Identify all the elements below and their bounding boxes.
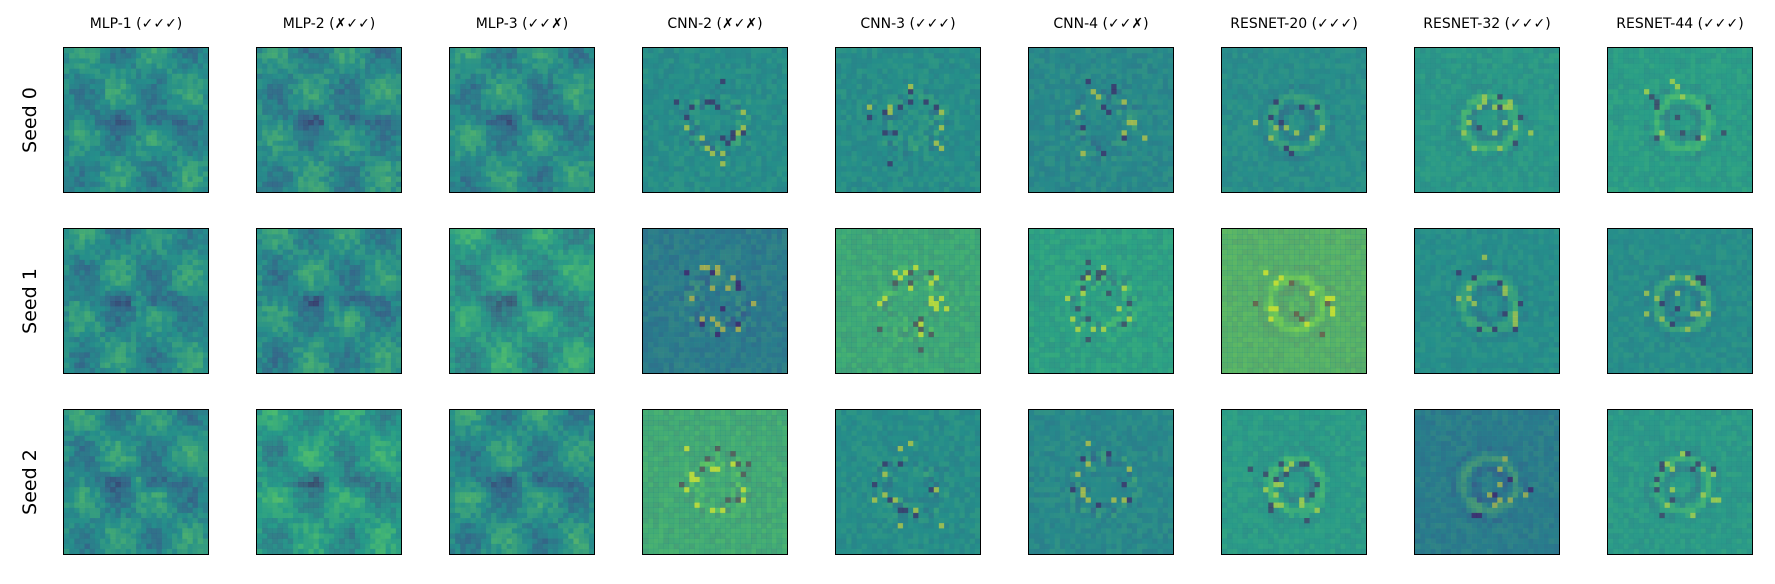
column-title: RESNET-44 (✓✓✓) [1580,16,1775,32]
saliency-map-image [1607,228,1753,374]
heatmap-pixels [450,229,594,373]
saliency-map-image [1028,409,1174,555]
heatmap-pixels [1029,48,1173,192]
heatmap-pixels [64,48,208,192]
saliency-map-image [256,47,402,193]
heatmap-pixels [1415,410,1559,554]
saliency-map-image [835,228,981,374]
heatmap-pixels [1222,410,1366,554]
heatmap-pixels [643,410,787,554]
saliency-map-image [1607,47,1753,193]
heatmap-pixels [836,48,980,192]
heatmap-pixels [1415,229,1559,373]
column-title: CNN-4 (✓✓✗) [1001,16,1201,32]
heatmap-pixels [1608,48,1752,192]
column-title: CNN-2 (✗✓✗) [615,16,815,32]
column-title: RESNET-32 (✓✓✓) [1387,16,1587,32]
row-label-text: Seed 1 [19,268,41,334]
column-title: CNN-3 (✓✓✓) [808,16,1008,32]
saliency-map-image [63,409,209,555]
saliency-map-image [642,47,788,193]
heatmap-pixels [1608,410,1752,554]
heatmap-pixels [643,229,787,373]
heatmap-pixels [1029,410,1173,554]
saliency-map-image [449,409,595,555]
saliency-map-image [835,409,981,555]
saliency-map-image [449,47,595,193]
saliency-map-image [642,409,788,555]
saliency-map-image [1221,228,1367,374]
saliency-map-image [1414,228,1560,374]
heatmap-pixels [450,48,594,192]
saliency-map-image [1414,409,1560,555]
saliency-map-image [1414,47,1560,193]
row-label: Seed 2 [15,409,45,555]
row-label-text: Seed 2 [19,449,41,515]
row-label-text: Seed 0 [19,87,41,153]
heatmap-pixels [1222,48,1366,192]
heatmap-pixels [836,229,980,373]
heatmap-pixels [257,410,401,554]
heatmap-pixels [1029,229,1173,373]
saliency-map-image [1028,47,1174,193]
saliency-map-image [63,47,209,193]
heatmap-pixels [1608,229,1752,373]
saliency-map-image [835,47,981,193]
heatmap-pixels [1415,48,1559,192]
saliency-map-image [1607,409,1753,555]
heatmap-pixels [1222,229,1366,373]
heatmap-pixels [257,229,401,373]
row-label: Seed 0 [15,47,45,193]
saliency-map-image [63,228,209,374]
saliency-map-image [642,228,788,374]
heatmap-pixels [64,229,208,373]
row-label: Seed 1 [15,228,45,374]
heatmap-pixels [257,48,401,192]
saliency-map-image [1028,228,1174,374]
saliency-map-image [256,409,402,555]
saliency-map-image [256,228,402,374]
column-title: MLP-2 (✗✓✓) [229,16,429,32]
column-title: MLP-3 (✓✓✗) [422,16,622,32]
column-title: MLP-1 (✓✓✓) [36,16,236,32]
heatmap-pixels [643,48,787,192]
saliency-map-image [1221,47,1367,193]
heatmap-pixels [836,410,980,554]
saliency-map-image [449,228,595,374]
heatmap-pixels [64,410,208,554]
saliency-map-image [1221,409,1367,555]
heatmap-pixels [450,410,594,554]
column-title: RESNET-20 (✓✓✓) [1194,16,1394,32]
